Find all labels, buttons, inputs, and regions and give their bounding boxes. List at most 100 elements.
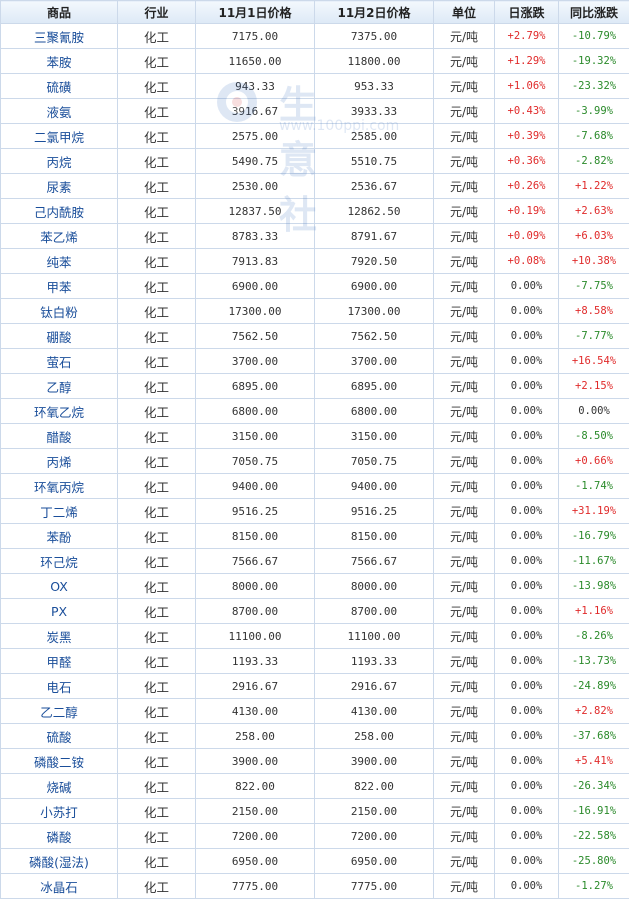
product-name-cell[interactable]: 环己烷: [0, 548, 118, 574]
product-name-cell[interactable]: 硼酸: [0, 323, 118, 349]
yoy-change-cell: +0.66%: [558, 448, 629, 474]
daily-change-cell: 0.00%: [494, 323, 559, 349]
product-name-cell[interactable]: 萤石: [0, 348, 118, 374]
product-name-cell[interactable]: 硫酸: [0, 723, 118, 749]
table-body: 三聚氰胺 化工 7175.00 7375.00 元/吨 +2.79% -10.79% 苯胺 化工…: [0, 23, 629, 899]
product-name-cell[interactable]: 磷酸(湿法): [0, 848, 118, 874]
table-row: 纯苯 化工 7913.83 7920.50 元/吨 +0.08% +10.38%: [0, 248, 629, 274]
daily-change-cell: 0.00%: [494, 798, 559, 824]
table-row: 硼酸 化工 7562.50 7562.50 元/吨 0.00% -7.77%: [0, 323, 629, 349]
unit-cell: 元/吨: [433, 523, 495, 549]
unit-cell: 元/吨: [433, 298, 495, 324]
industry-cell: 化工: [117, 473, 196, 499]
table-row: 烧碱 化工 822.00 822.00 元/吨 0.00% -26.34%: [0, 773, 629, 799]
yoy-change-cell: -13.98%: [558, 573, 629, 599]
product-name-cell[interactable]: 丙烷: [0, 148, 118, 174]
industry-cell: 化工: [117, 98, 196, 124]
daily-change-cell: 0.00%: [494, 448, 559, 474]
industry-cell: 化工: [117, 648, 196, 674]
industry-cell: 化工: [117, 248, 196, 274]
yoy-change-cell: +2.82%: [558, 698, 629, 724]
product-name-cell[interactable]: 乙二醇: [0, 698, 118, 724]
product-name-cell[interactable]: 液氨: [0, 98, 118, 124]
product-name-cell[interactable]: 磷酸二铵: [0, 748, 118, 774]
price-nov2-cell: 8791.67: [314, 223, 434, 249]
price-nov2-cell: 7375.00: [314, 23, 434, 49]
product-name-cell[interactable]: 烧碱: [0, 773, 118, 799]
unit-cell: 元/吨: [433, 23, 495, 49]
price-nov2-cell: 7562.50: [314, 323, 434, 349]
product-name-cell[interactable]: 环氧乙烷: [0, 398, 118, 424]
yoy-change-cell: -8.50%: [558, 423, 629, 449]
price-nov1-cell: 7775.00: [195, 873, 315, 899]
yoy-change-cell: -24.89%: [558, 673, 629, 699]
industry-cell: 化工: [117, 223, 196, 249]
price-nov2-cell: 2916.67: [314, 673, 434, 699]
daily-change-cell: 0.00%: [494, 273, 559, 299]
yoy-change-cell: -7.68%: [558, 123, 629, 149]
product-name-cell[interactable]: 尿素: [0, 173, 118, 199]
price-nov2-cell: 3900.00: [314, 748, 434, 774]
product-name-cell[interactable]: 冰晶石: [0, 873, 118, 899]
product-name-cell[interactable]: 苯胺: [0, 48, 118, 74]
price-nov1-cell: 5490.75: [195, 148, 315, 174]
yoy-change-cell: +1.16%: [558, 598, 629, 624]
product-name-cell[interactable]: 丁二烯: [0, 498, 118, 524]
table-row: 己内酰胺 化工 12837.50 12862.50 元/吨 +0.19% +2.63%: [0, 198, 629, 224]
daily-change-cell: 0.00%: [494, 773, 559, 799]
product-name-cell[interactable]: 三聚氰胺: [0, 23, 118, 49]
price-nov2-cell: 258.00: [314, 723, 434, 749]
price-nov2-cell: 11100.00: [314, 623, 434, 649]
product-name-cell[interactable]: PX: [0, 598, 118, 624]
product-name-cell[interactable]: 苯酚: [0, 523, 118, 549]
yoy-change-cell: -37.68%: [558, 723, 629, 749]
unit-cell: 元/吨: [433, 698, 495, 724]
unit-cell: 元/吨: [433, 323, 495, 349]
yoy-change-cell: -23.32%: [558, 73, 629, 99]
unit-cell: 元/吨: [433, 248, 495, 274]
industry-cell: 化工: [117, 698, 196, 724]
table-row: 小苏打 化工 2150.00 2150.00 元/吨 0.00% -16.91%: [0, 798, 629, 824]
product-name-cell[interactable]: 丙烯: [0, 448, 118, 474]
product-name-cell[interactable]: 小苏打: [0, 798, 118, 824]
price-nov2-cell: 11800.00: [314, 48, 434, 74]
unit-cell: 元/吨: [433, 448, 495, 474]
price-nov2-cell: 7920.50: [314, 248, 434, 274]
product-name-cell[interactable]: 二氯甲烷: [0, 123, 118, 149]
price-nov1-cell: 8000.00: [195, 573, 315, 599]
price-nov1-cell: 12837.50: [195, 198, 315, 224]
product-name-cell[interactable]: 磷酸: [0, 823, 118, 849]
product-name-cell[interactable]: 醋酸: [0, 423, 118, 449]
unit-cell: 元/吨: [433, 548, 495, 574]
unit-cell: 元/吨: [433, 198, 495, 224]
product-name-cell[interactable]: 炭黑: [0, 623, 118, 649]
product-name-cell[interactable]: OX: [0, 573, 118, 599]
product-name-cell[interactable]: 己内酰胺: [0, 198, 118, 224]
product-name-cell[interactable]: 钛白粉: [0, 298, 118, 324]
table-row: 乙醇 化工 6895.00 6895.00 元/吨 0.00% +2.15%: [0, 373, 629, 399]
product-name-cell[interactable]: 乙醇: [0, 373, 118, 399]
product-name-cell[interactable]: 硫磺: [0, 73, 118, 99]
unit-cell: 元/吨: [433, 773, 495, 799]
product-name-cell[interactable]: 甲醛: [0, 648, 118, 674]
daily-change-cell: 0.00%: [494, 648, 559, 674]
product-name-cell[interactable]: 甲苯: [0, 273, 118, 299]
price-nov2-cell: 2585.00: [314, 123, 434, 149]
table-header-row: 商品 行业 11月1日价格 11月2日价格 单位 日涨跌 同比涨跌: [0, 0, 629, 24]
table-row: PX 化工 8700.00 8700.00 元/吨 0.00% +1.16%: [0, 598, 629, 624]
industry-cell: 化工: [117, 723, 196, 749]
price-nov1-cell: 2575.00: [195, 123, 315, 149]
product-name-cell[interactable]: 环氧丙烷: [0, 473, 118, 499]
table-row: 苯乙烯 化工 8783.33 8791.67 元/吨 +0.09% +6.03%: [0, 223, 629, 249]
product-name-cell[interactable]: 电石: [0, 673, 118, 699]
product-name-cell[interactable]: 苯乙烯: [0, 223, 118, 249]
product-name-cell[interactable]: 纯苯: [0, 248, 118, 274]
industry-cell: 化工: [117, 398, 196, 424]
price-nov1-cell: 2916.67: [195, 673, 315, 699]
unit-cell: 元/吨: [433, 873, 495, 899]
price-nov1-cell: 7200.00: [195, 823, 315, 849]
industry-cell: 化工: [117, 598, 196, 624]
unit-cell: 元/吨: [433, 373, 495, 399]
unit-cell: 元/吨: [433, 648, 495, 674]
industry-cell: 化工: [117, 498, 196, 524]
